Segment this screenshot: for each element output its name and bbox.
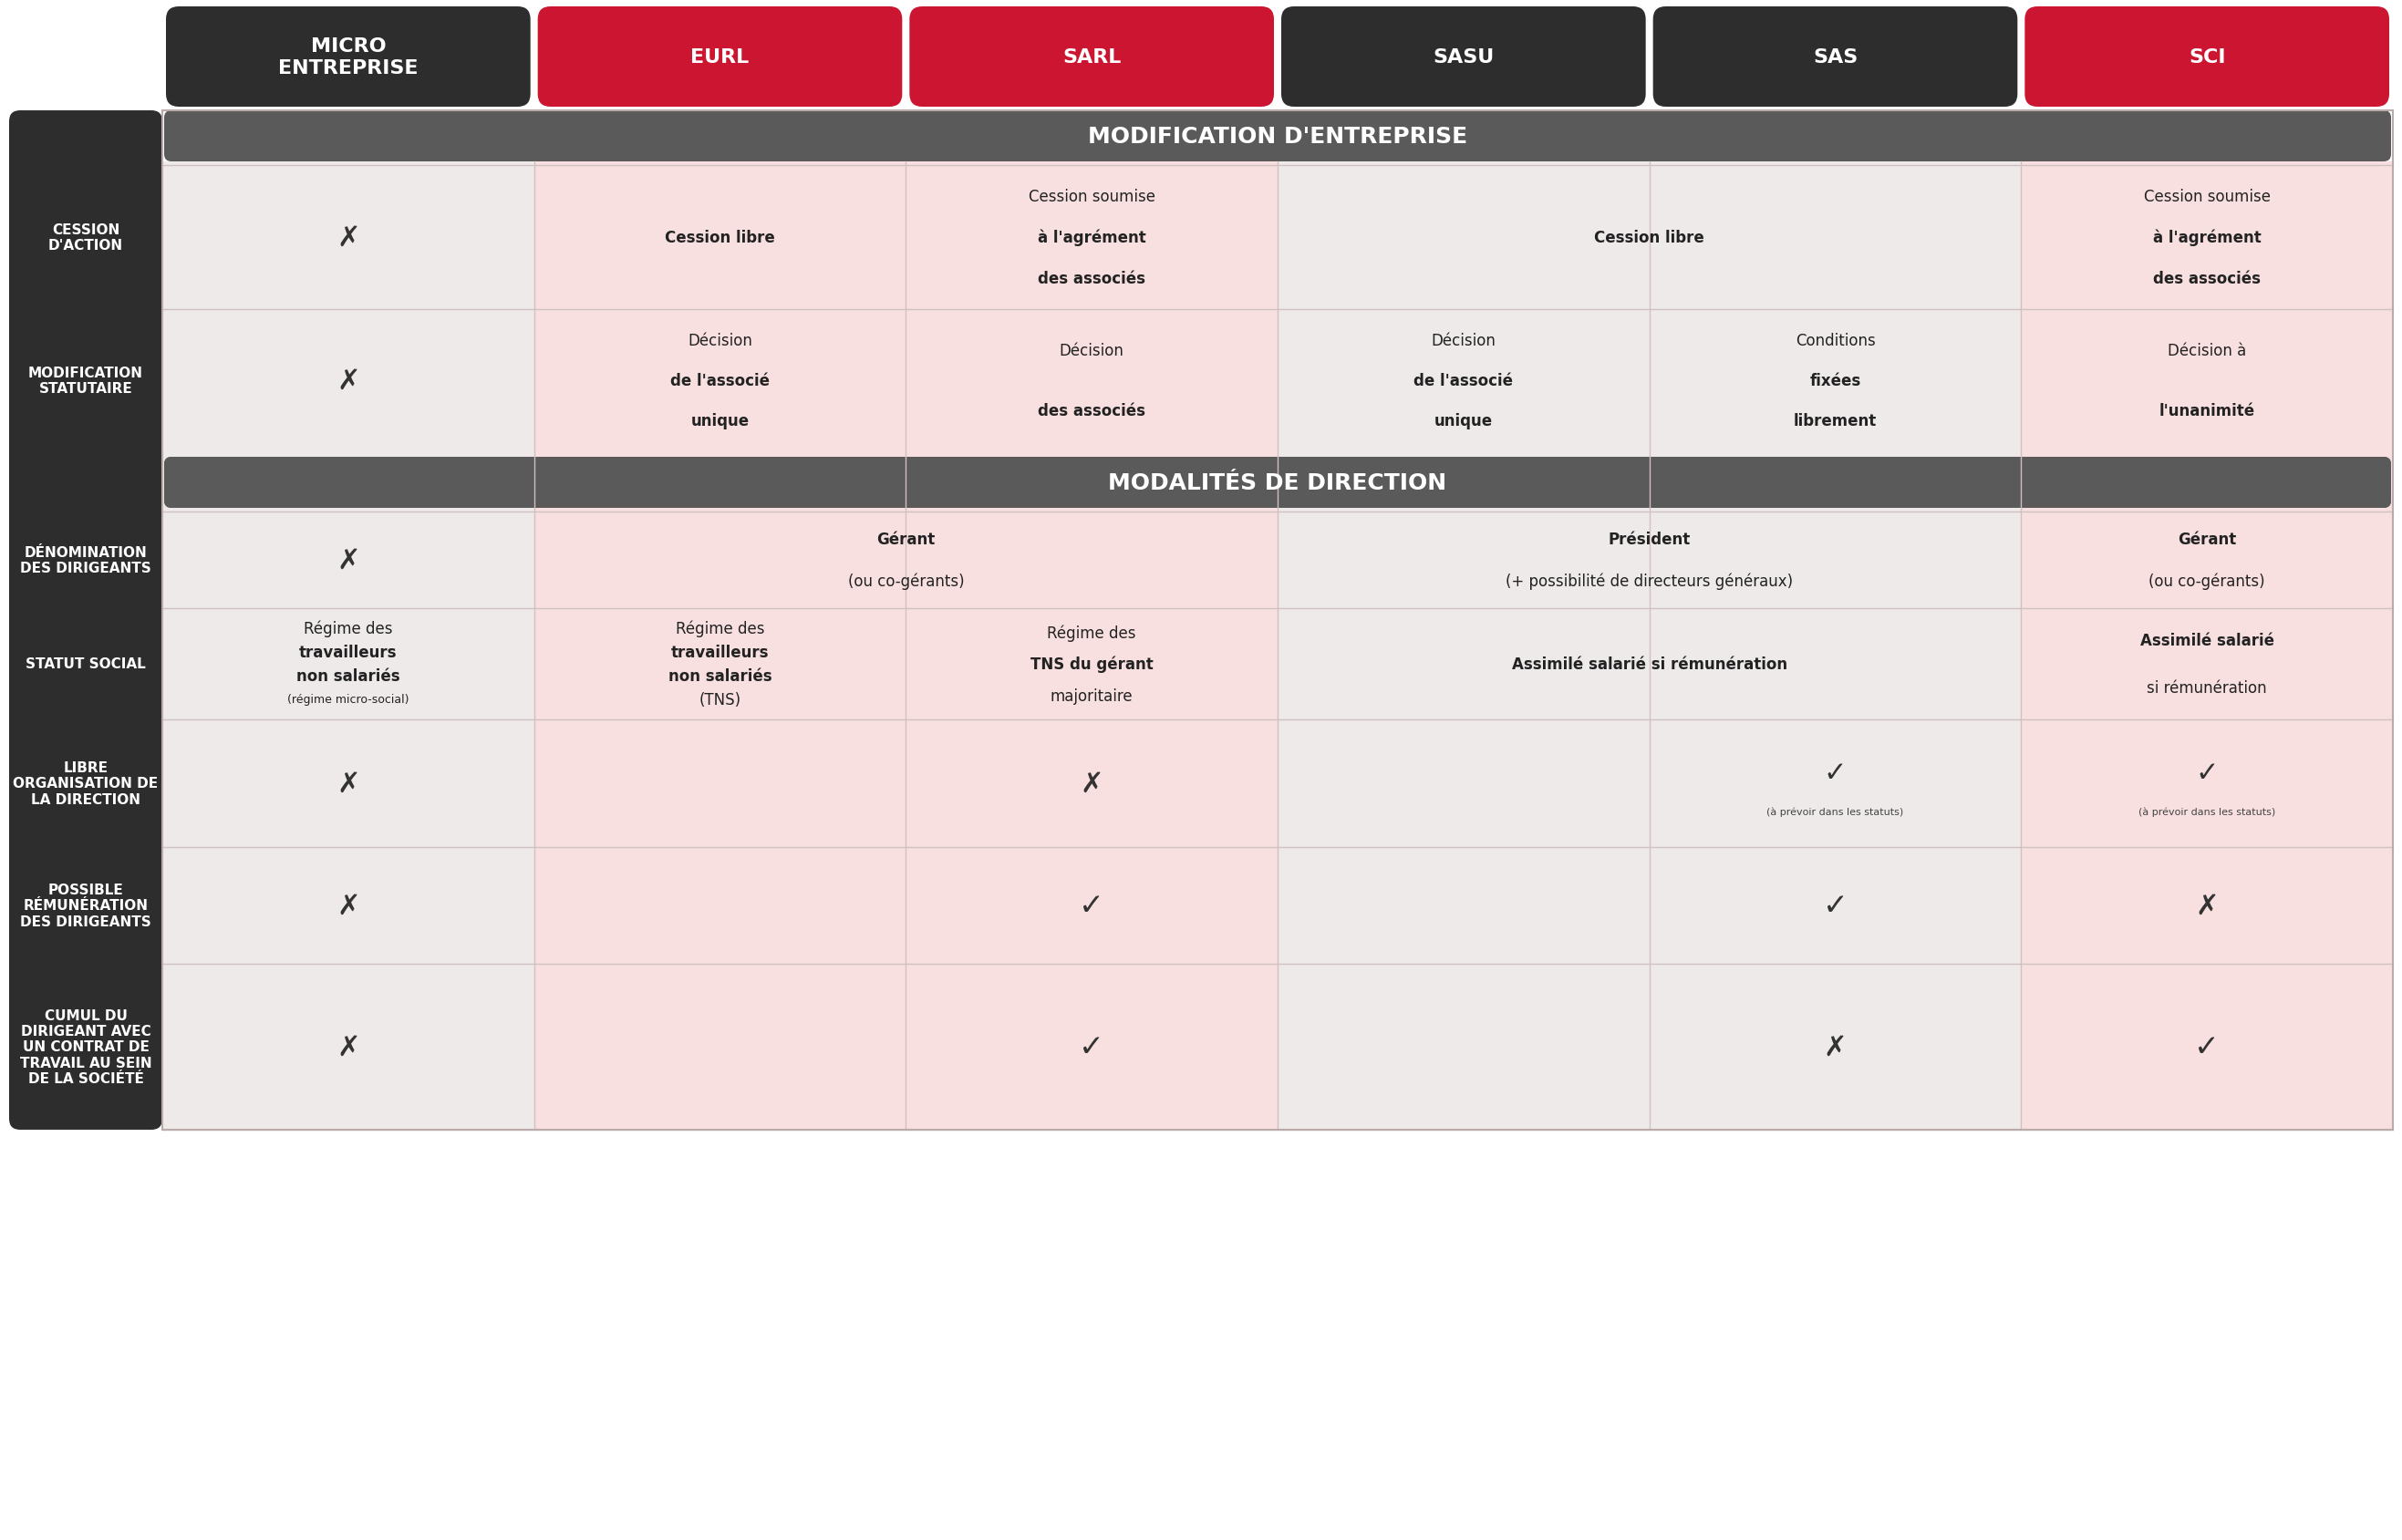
Text: travailleurs: travailleurs bbox=[670, 644, 769, 661]
FancyBboxPatch shape bbox=[1280, 8, 1645, 108]
Text: LIBRE
ORGANISATION DE
LA DIRECTION: LIBRE ORGANISATION DE LA DIRECTION bbox=[12, 761, 159, 807]
Text: Régime des: Régime des bbox=[675, 621, 764, 638]
Bar bbox=[163, 111, 2392, 1130]
Text: ✓: ✓ bbox=[2195, 1032, 2219, 1063]
Text: librement: librement bbox=[1794, 413, 1876, 430]
Bar bbox=[163, 162, 533, 1130]
FancyBboxPatch shape bbox=[538, 8, 903, 108]
Text: Cession libre: Cession libre bbox=[1595, 229, 1705, 246]
FancyBboxPatch shape bbox=[166, 8, 531, 108]
Text: CESSION
D'ACTION: CESSION D'ACTION bbox=[48, 223, 123, 253]
Bar bbox=[1650, 162, 2020, 1130]
Text: Assimilé salarié si rémunération: Assimilé salarié si rémunération bbox=[1511, 656, 1787, 673]
Text: de l'associé: de l'associé bbox=[670, 373, 769, 390]
FancyBboxPatch shape bbox=[163, 457, 2390, 508]
Text: Assimilé salarié: Assimilé salarié bbox=[2140, 633, 2275, 648]
Text: ✗: ✗ bbox=[336, 225, 360, 251]
Text: ✓: ✓ bbox=[1078, 890, 1105, 921]
Text: ✓: ✓ bbox=[1823, 890, 1847, 921]
Text: MODALITÉS DE DIRECTION: MODALITÉS DE DIRECTION bbox=[1107, 473, 1446, 494]
Text: si rémunération: si rémunération bbox=[2147, 679, 2267, 696]
Text: ✗: ✗ bbox=[336, 368, 360, 394]
Text: fixées: fixées bbox=[1809, 373, 1862, 390]
Text: Régime des: Régime des bbox=[1047, 624, 1136, 641]
Text: Cession soumise: Cession soumise bbox=[1028, 189, 1155, 205]
Text: DÉNOMINATION
DES DIRIGEANTS: DÉNOMINATION DES DIRIGEANTS bbox=[19, 545, 151, 574]
Text: travailleurs: travailleurs bbox=[300, 644, 396, 661]
FancyBboxPatch shape bbox=[10, 111, 163, 1130]
FancyBboxPatch shape bbox=[910, 8, 1273, 108]
Text: ✗: ✗ bbox=[336, 1033, 360, 1060]
Text: à l'agrément: à l'agrément bbox=[1038, 229, 1146, 246]
Text: de l'associé: de l'associé bbox=[1415, 373, 1513, 390]
Text: Décision: Décision bbox=[687, 333, 752, 350]
Text: (TNS): (TNS) bbox=[699, 691, 740, 708]
Text: CUMUL DU
DIRIGEANT AVEC
UN CONTRAT DE
TRAVAIL AU SEIN
DE LA SOCIÉTÉ: CUMUL DU DIRIGEANT AVEC UN CONTRAT DE TR… bbox=[19, 1009, 151, 1086]
Text: unique: unique bbox=[1434, 413, 1492, 430]
Text: MODIFICATION
STATUTAIRE: MODIFICATION STATUTAIRE bbox=[29, 367, 144, 396]
Text: (à prévoir dans les statuts): (à prévoir dans les statuts) bbox=[2138, 807, 2275, 816]
Text: Gérant: Gérant bbox=[2179, 531, 2236, 548]
Bar bbox=[1278, 162, 1650, 1130]
Bar bbox=[906, 162, 1278, 1130]
Text: (ou co-gérants): (ou co-gérants) bbox=[2150, 573, 2265, 590]
Bar bbox=[533, 162, 906, 1130]
Text: des associés: des associés bbox=[1038, 403, 1146, 419]
Text: MODIFICATION D'ENTREPRISE: MODIFICATION D'ENTREPRISE bbox=[1088, 126, 1468, 148]
Text: Décision: Décision bbox=[1059, 342, 1124, 359]
Text: l'unanimité: l'unanimité bbox=[2159, 403, 2255, 419]
Text: ✓: ✓ bbox=[1078, 1032, 1105, 1063]
Text: majoritaire: majoritaire bbox=[1050, 687, 1134, 704]
Text: non salariés: non salariés bbox=[668, 668, 771, 684]
Bar bbox=[2020, 162, 2392, 1130]
Text: à l'agrément: à l'agrément bbox=[2152, 229, 2260, 246]
Text: Conditions: Conditions bbox=[1794, 333, 1876, 350]
Text: ✗: ✗ bbox=[1081, 770, 1103, 796]
Text: ✗: ✗ bbox=[336, 547, 360, 573]
Text: POSSIBLE
RÉMUNÉRATION
DES DIRIGEANTS: POSSIBLE RÉMUNÉRATION DES DIRIGEANTS bbox=[19, 882, 151, 929]
Text: MICRO
ENTREPRISE: MICRO ENTREPRISE bbox=[279, 37, 418, 77]
Text: ✓: ✓ bbox=[2195, 761, 2219, 787]
Text: Gérant: Gérant bbox=[877, 531, 934, 548]
Text: (ou co-gérants): (ou co-gérants) bbox=[848, 573, 963, 590]
Text: ✗: ✗ bbox=[1823, 1033, 1847, 1060]
Text: ✓: ✓ bbox=[1823, 761, 1847, 787]
Text: EURL: EURL bbox=[692, 48, 749, 66]
Text: STATUT SOCIAL: STATUT SOCIAL bbox=[26, 658, 147, 671]
Text: ✗: ✗ bbox=[2195, 893, 2219, 919]
Text: des associés: des associés bbox=[1038, 271, 1146, 286]
Text: ✗: ✗ bbox=[336, 893, 360, 919]
Text: Cession soumise: Cession soumise bbox=[2143, 189, 2270, 205]
Text: SASU: SASU bbox=[1434, 48, 1494, 66]
Text: SCI: SCI bbox=[2188, 48, 2227, 66]
FancyBboxPatch shape bbox=[1653, 8, 2018, 108]
Text: SARL: SARL bbox=[1062, 48, 1122, 66]
Text: Décision: Décision bbox=[1432, 333, 1496, 350]
Text: non salariés: non salariés bbox=[295, 668, 401, 684]
Text: ✗: ✗ bbox=[336, 770, 360, 796]
FancyBboxPatch shape bbox=[163, 111, 2390, 162]
Text: unique: unique bbox=[692, 413, 749, 430]
FancyBboxPatch shape bbox=[2025, 8, 2390, 108]
Text: TNS du gérant: TNS du gérant bbox=[1030, 656, 1153, 673]
FancyBboxPatch shape bbox=[163, 457, 2390, 508]
Text: Cession libre: Cession libre bbox=[665, 229, 776, 246]
Text: Régime des: Régime des bbox=[303, 621, 392, 638]
Text: Président: Président bbox=[1609, 531, 1691, 548]
Text: (régime micro-social): (régime micro-social) bbox=[288, 695, 408, 705]
Text: SAS: SAS bbox=[1814, 48, 1857, 66]
Text: (+ possibilité de directeurs généraux): (+ possibilité de directeurs généraux) bbox=[1506, 573, 1792, 590]
Text: (à prévoir dans les statuts): (à prévoir dans les statuts) bbox=[1768, 807, 1905, 816]
Text: Décision à: Décision à bbox=[2167, 342, 2246, 359]
Text: des associés: des associés bbox=[2152, 271, 2260, 286]
